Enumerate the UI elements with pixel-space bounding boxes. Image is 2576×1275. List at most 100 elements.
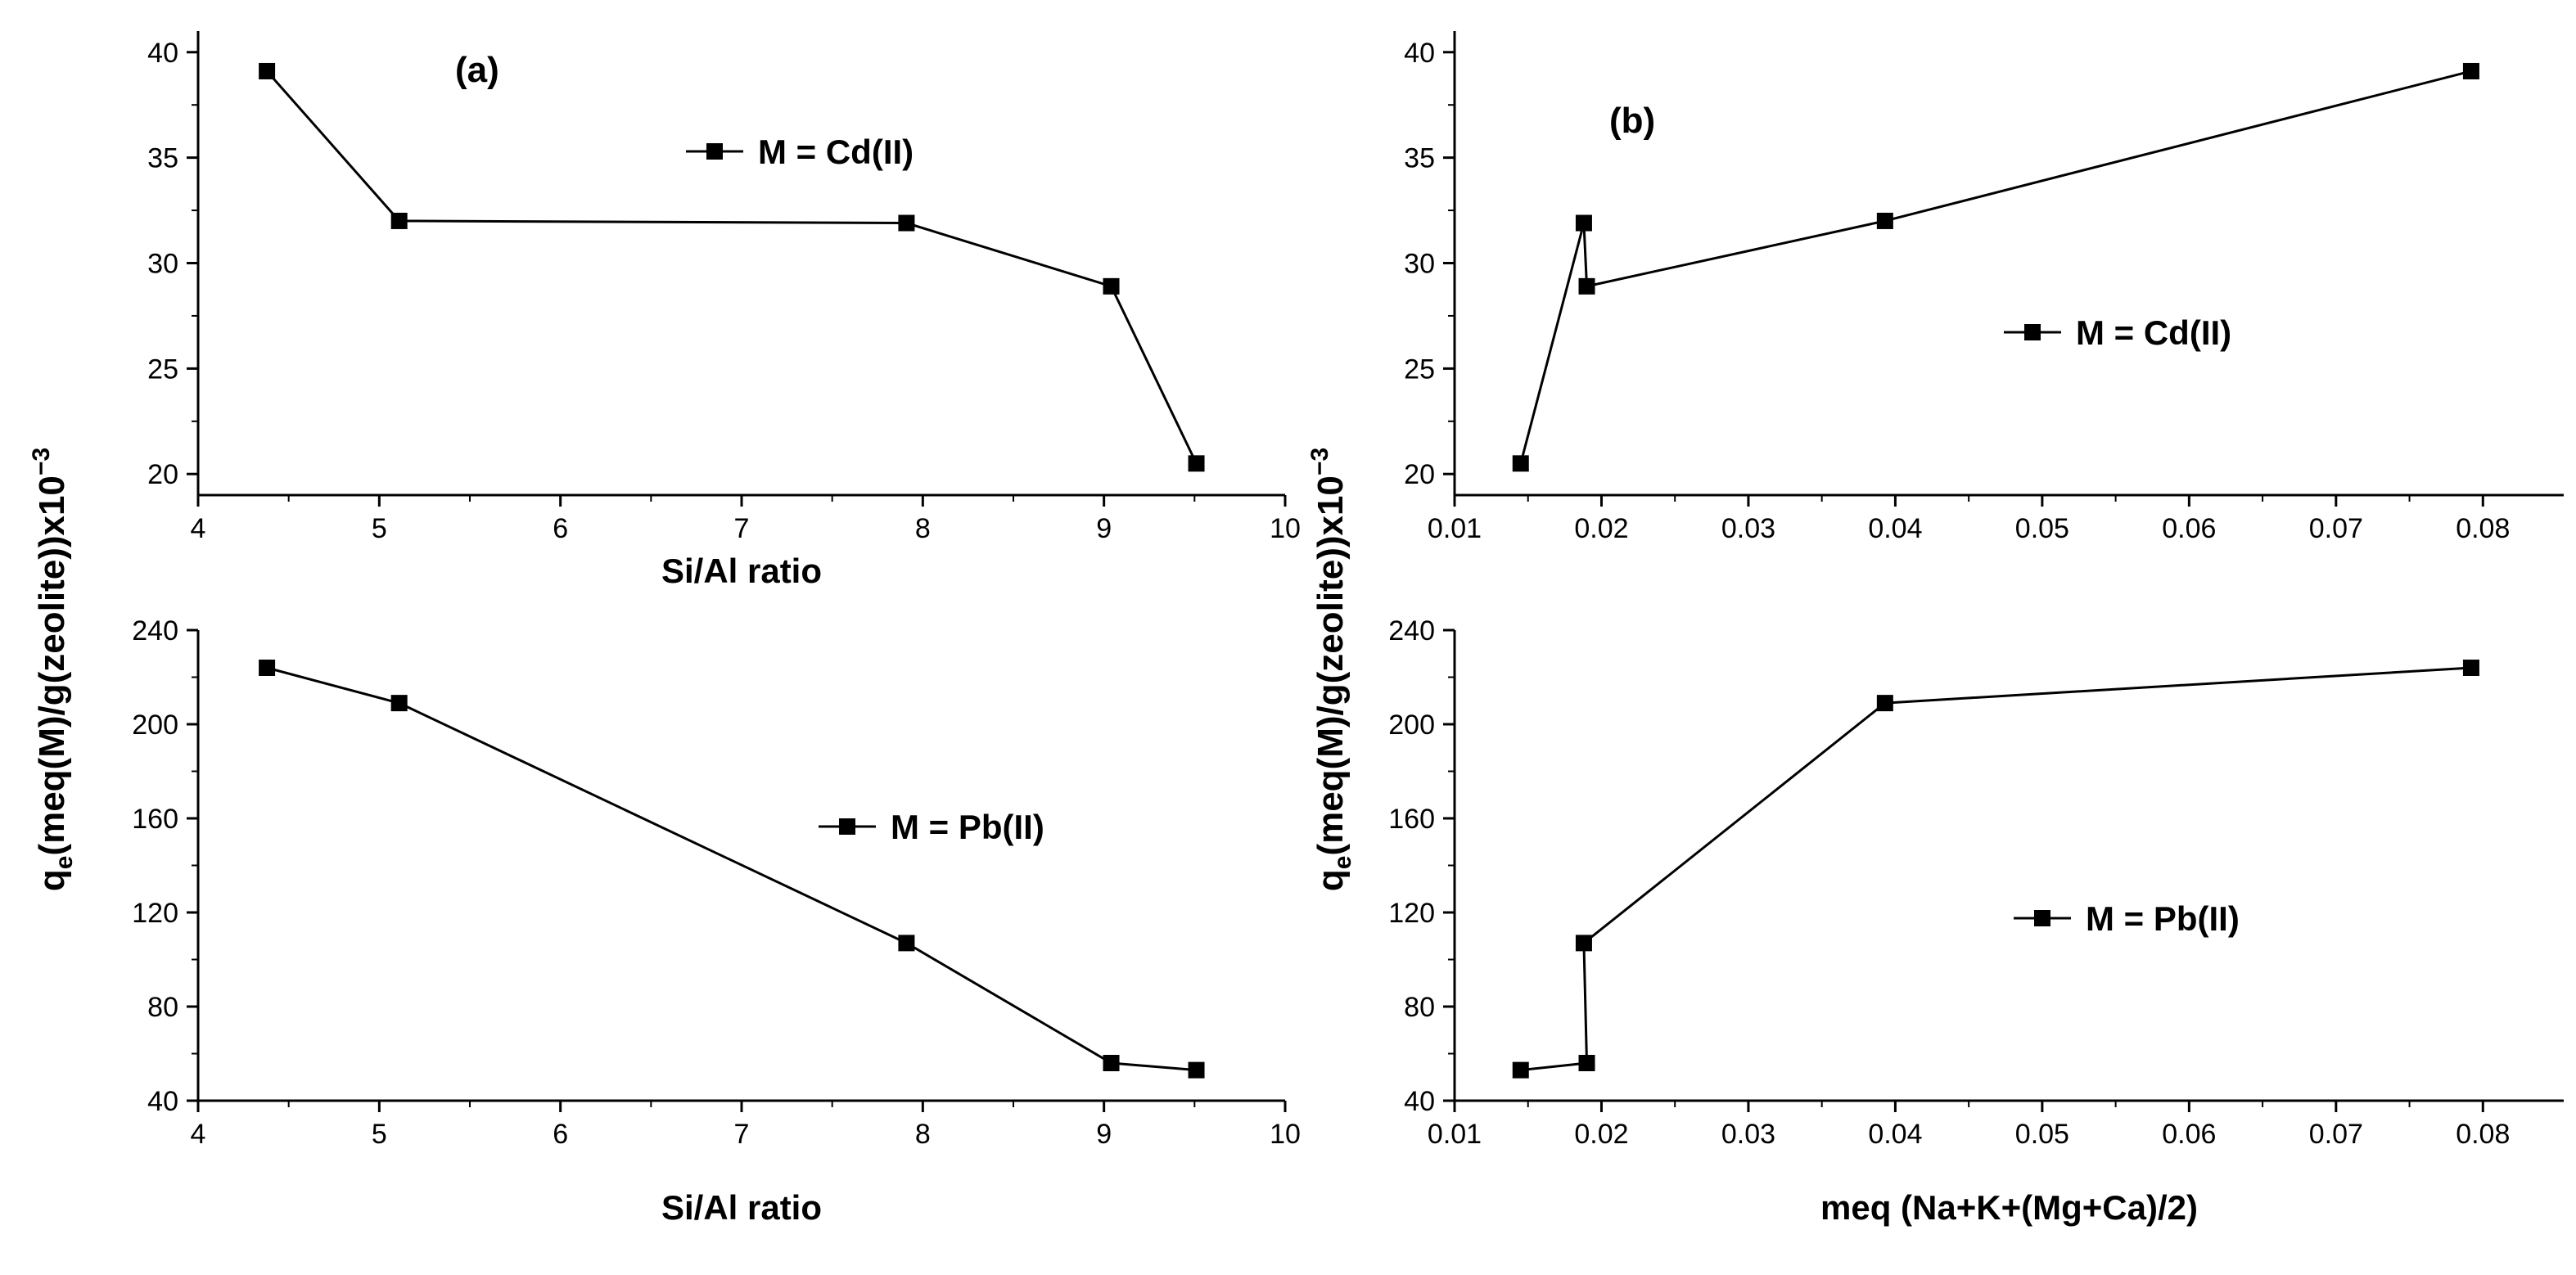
x-tick-label: 7 [734,513,750,544]
x-tick-label: 0.08 [2456,513,2510,544]
x-tick-label: 0.05 [2015,1119,2069,1150]
series-line [1519,70,2472,464]
data-point [1876,212,1893,229]
x-tick-label: 7 [734,1119,750,1150]
data-point [1876,695,1893,712]
data-point [1575,935,1592,952]
legend-marker [2034,910,2050,926]
x-tick-label: 0.08 [2456,1119,2510,1150]
x-tick-label: 0.04 [1868,513,1922,544]
data-point [390,212,408,229]
series-line [266,666,1197,1072]
y-tick-label: 160 [132,804,178,835]
ylabel-sub: e [1329,856,1356,870]
x-tick-label: 6 [553,513,568,544]
data-point [1188,455,1205,472]
data-point [259,62,276,79]
x-tick-label: 10 [1270,513,1301,544]
y-tick-label: 20 [1404,459,1435,490]
y-tick-label: 120 [132,898,178,929]
x-tick-label: 6 [553,1119,568,1150]
y-tick-label: 35 [147,143,178,174]
x-tick-label: 10 [1270,1119,1301,1150]
data-point [2462,62,2479,79]
ylabel-exp: −3 [28,448,55,475]
y-tick-label: 240 [132,615,178,647]
ylabel-sub: e [51,856,78,870]
y-tick-label: 30 [147,249,178,280]
data-point [1188,1061,1205,1079]
x-tick-label: 0.07 [2309,513,2363,544]
data-point [259,660,276,676]
x-tick-label: 0.03 [1721,1119,1775,1150]
x-axis-title: Si/Al ratio [661,552,822,590]
y-tick-label: 35 [1404,143,1435,174]
ylabel-main: q [32,869,72,891]
ylabel-main: q [1311,869,1351,891]
x-tick-label: 0.06 [2162,1119,2216,1150]
data-point [1578,277,1595,295]
x-tick-label: 0.03 [1721,513,1775,544]
x-tick-label: 4 [191,513,206,544]
data-point [1103,277,1120,295]
panel-b-top-cd: 0.01 0.02 0.03 0.04 0.05 0.06 0.07 0.08 20 25 30 35… [1404,31,2564,544]
panel-tag: (a) [455,50,499,90]
y-tick-label: 40 [147,1086,178,1117]
ylabel-exp: −3 [1306,448,1333,475]
panel-b-bottom-pb: 0.01 0.02 0.03 0.04 0.05 0.06 0.07 0.08 40 80 120 1… [1388,615,2564,1227]
x-tick-label: 5 [372,1119,387,1150]
x-axis-title: Si/Al ratio [661,1188,822,1227]
y-tick-label: 25 [1404,354,1435,385]
data-point [1512,455,1529,472]
y-tick-label: 30 [1404,249,1435,280]
data-point [1575,214,1592,232]
y-tick-label: 20 [147,459,178,490]
x-tick-label: 0.02 [1574,1119,1628,1150]
legend-label: M = Cd(II) [2076,313,2231,352]
series-line [265,70,1198,464]
y-tick-label: 80 [147,992,178,1023]
y-tick-label: 40 [147,38,178,69]
y-tick-label: 200 [132,710,178,741]
data-point [1578,1055,1595,1071]
data-point [898,935,915,952]
y-tick-label: 200 [1388,710,1435,741]
y-tick-label: 240 [1388,615,1435,647]
x-tick-label: 4 [191,1119,206,1150]
data-point [2462,660,2479,676]
data-point [390,695,408,712]
y-axis-title-right: qe(meq(M)/g(zeolite))x10−3 [1306,448,1356,891]
x-tick-label: 9 [1096,513,1112,544]
ylabel-rest: (meq(M)/g(zeolite))x10 [32,475,72,855]
legend-marker [706,143,723,160]
y-tick-label: 40 [1404,1086,1435,1117]
y-axis-title-left: qe(meq(M)/g(zeolite))x10−3 [28,448,78,891]
x-tick-label: 5 [372,513,387,544]
legend-label: M = Pb(II) [891,808,1044,846]
x-tick-label: 0.06 [2162,513,2216,544]
x-tick-label: 0.01 [1428,513,1482,544]
y-tick-label: 120 [1388,898,1435,929]
legend-label: M = Pb(II) [2086,899,2240,938]
x-tick-label: 8 [915,513,931,544]
x-tick-label: 0.05 [2015,513,2069,544]
x-tick-label: 0.02 [1574,513,1628,544]
y-tick-label: 40 [1404,38,1435,69]
y-tick-label: 80 [1404,992,1435,1023]
x-tick-label: 9 [1096,1119,1112,1150]
ylabel-rest: (meq(M)/g(zeolite))x10 [1311,475,1351,855]
y-tick-label: 160 [1388,804,1435,835]
legend-marker [2024,324,2041,340]
panel-tag: (b) [1609,101,1655,141]
x-tick-label: 8 [915,1119,931,1150]
series-line [1520,666,2472,1072]
data-point [898,214,915,232]
x-tick-label: 0.04 [1868,1119,1922,1150]
x-axis-title: meq (Na+K+(Mg+Ca)/2) [1820,1188,2198,1227]
x-tick-label: 0.01 [1428,1119,1482,1150]
legend-label: M = Cd(II) [758,133,914,171]
panel-a-bottom-pb: 4 5 6 7 8 9 10 40 80 120 160 200 240 Si/Al ratio M = P… [132,615,1301,1227]
x-tick-label: 0.07 [2309,1119,2363,1150]
panel-a-top-cd: 4 5 6 7 8 9 10 20 25 30 35 40 Si/Al ratio (a) M = Cd(I… [147,31,1301,590]
